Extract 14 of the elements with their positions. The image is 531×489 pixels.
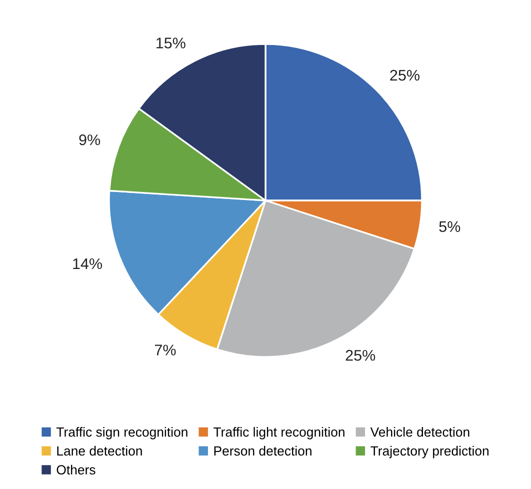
legend-label: Lane detection xyxy=(57,446,142,456)
legend-label: Vehicle detection xyxy=(370,427,470,437)
data-label: 7% xyxy=(154,344,176,356)
data-label: 25% xyxy=(390,70,420,81)
legend-label: Traffic light recognition xyxy=(214,427,344,440)
legend-label: Others xyxy=(56,464,96,475)
data-label: 14% xyxy=(73,258,102,270)
data-label: 9% xyxy=(79,134,100,146)
legend-label: Trajectory prediction xyxy=(370,446,488,458)
data-label: 5% xyxy=(439,221,460,232)
data-label: 25% xyxy=(346,350,376,361)
data-label: 15% xyxy=(156,38,186,48)
legend-label: Traffic sign recognition xyxy=(56,427,188,440)
legend-label: Person detection xyxy=(214,446,312,456)
